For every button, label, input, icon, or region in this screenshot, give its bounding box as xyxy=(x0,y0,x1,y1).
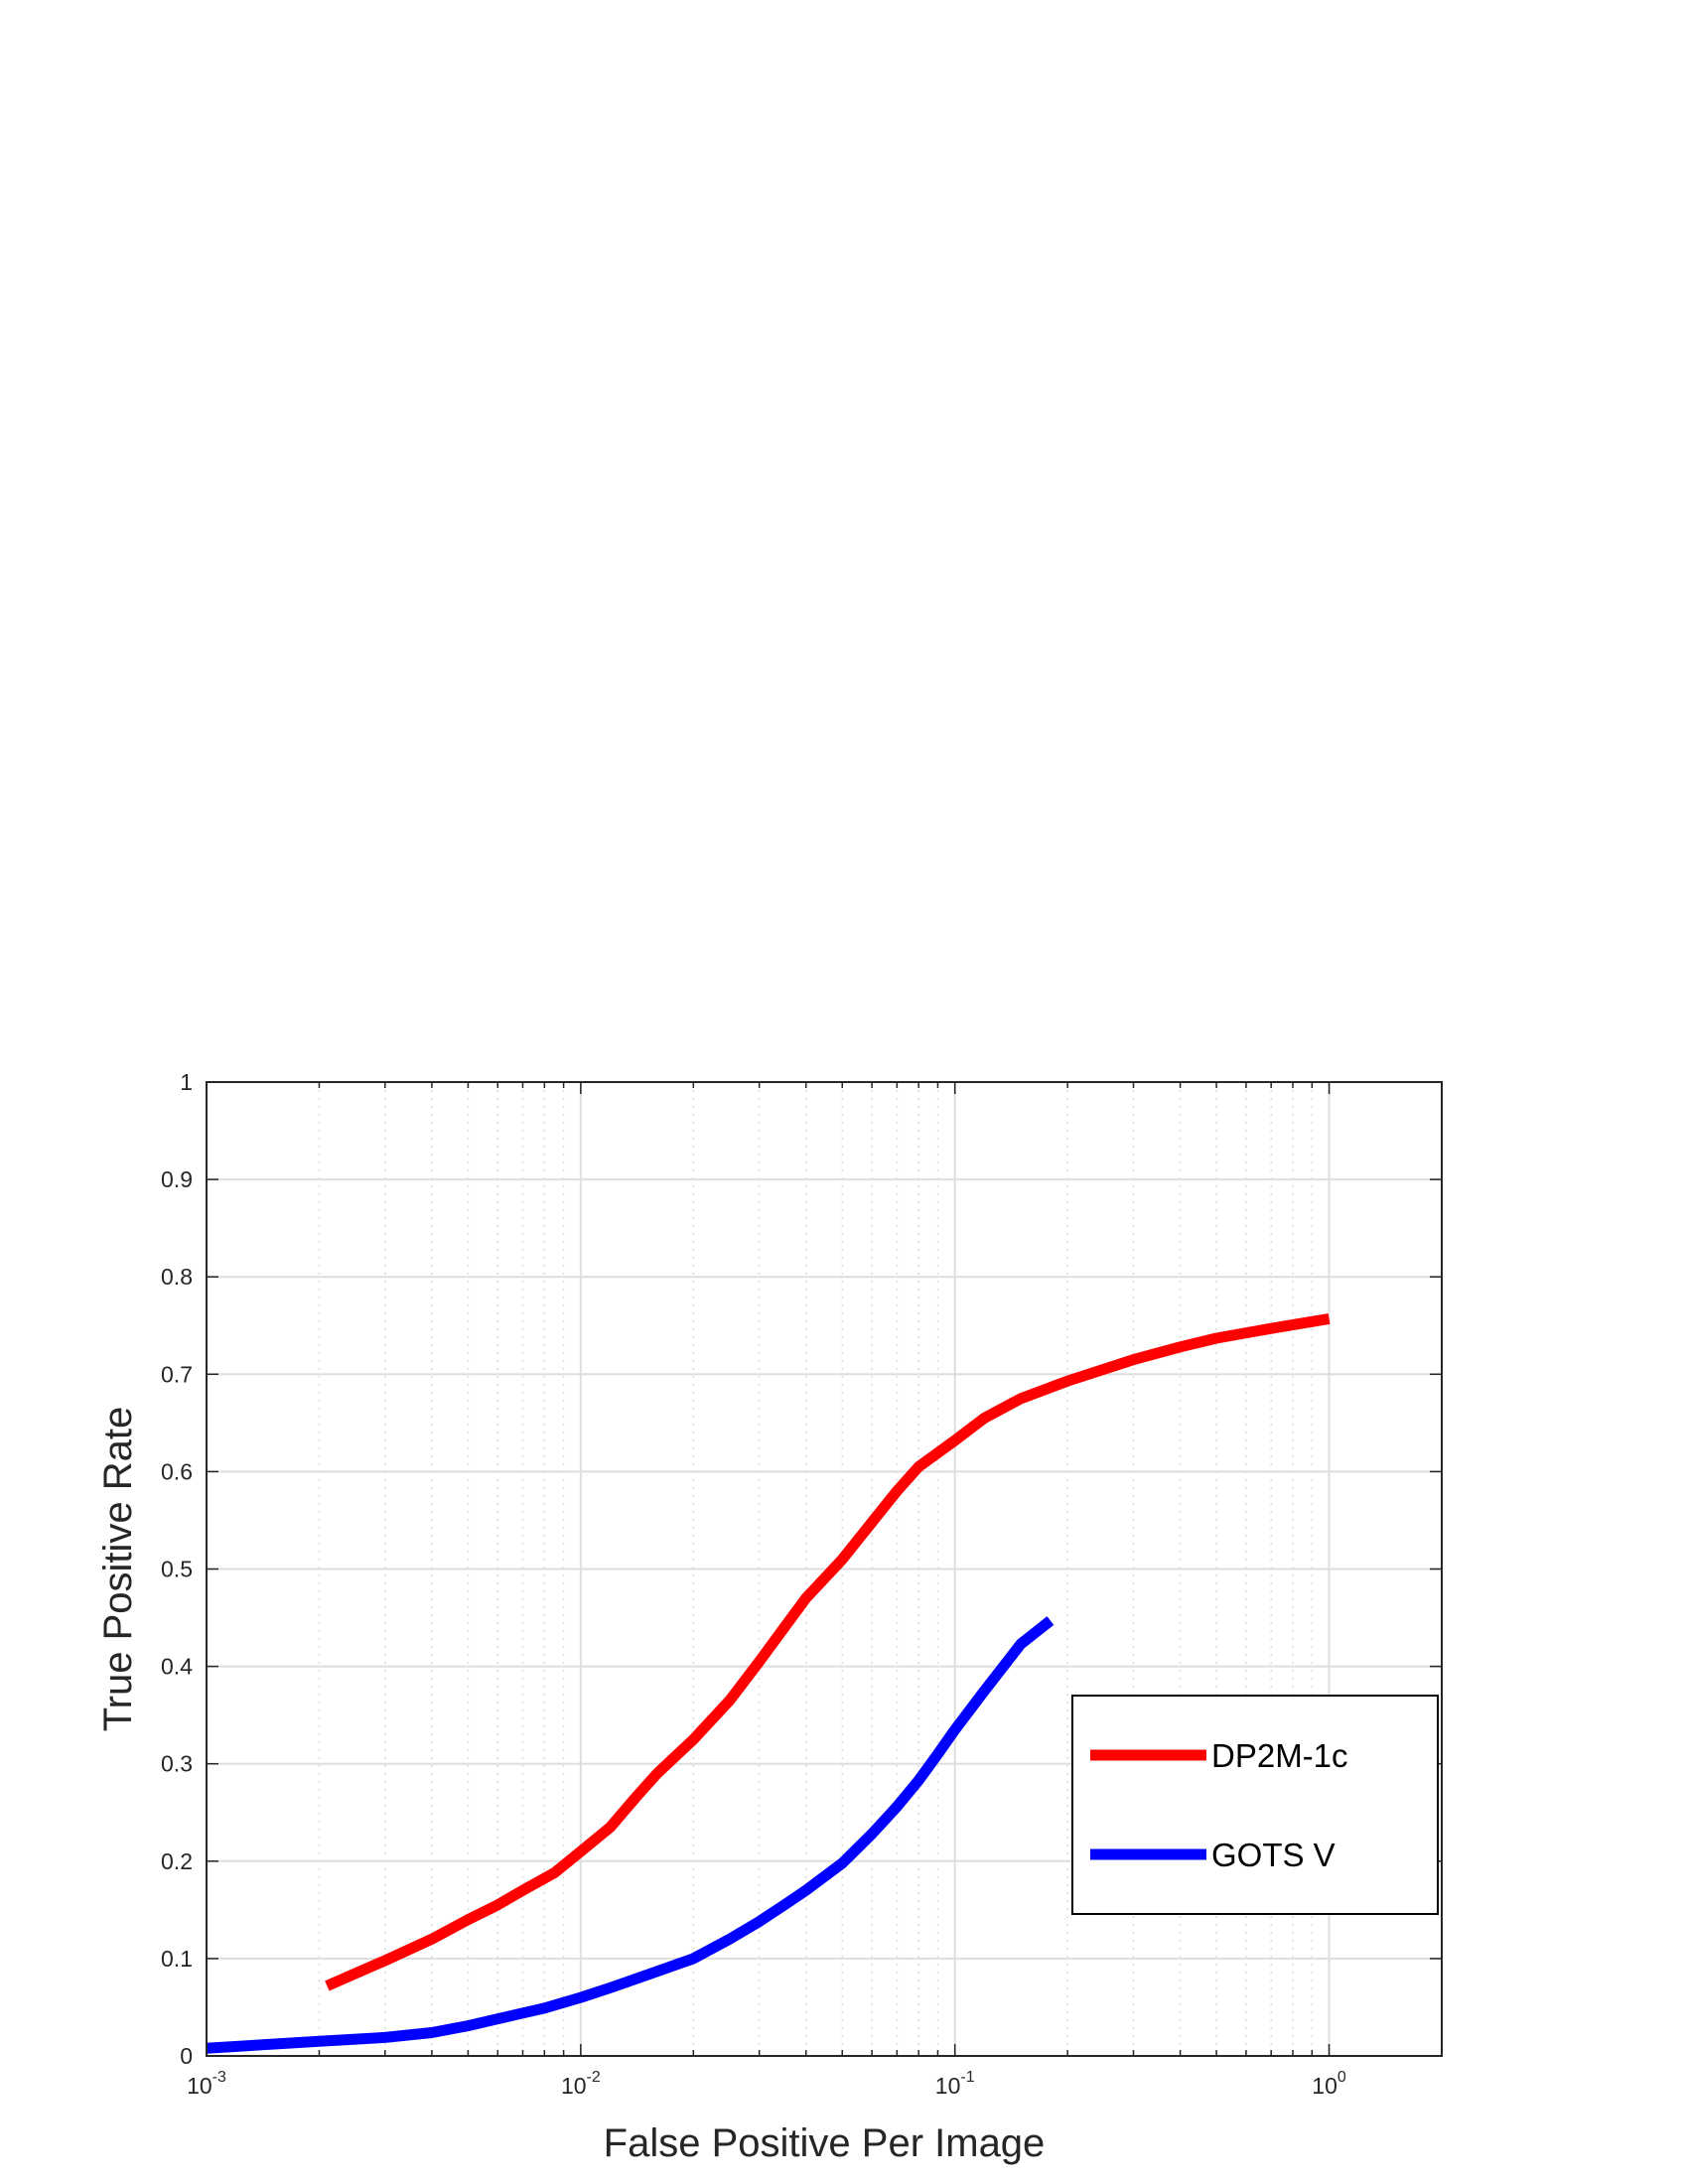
x-tick-labels: 10-3 10-2 10-1 100 xyxy=(187,2069,1346,2099)
x-axis-title: False Positive Per Image xyxy=(604,2121,1046,2165)
y-axis-title: True Positive Rate xyxy=(96,1407,140,1732)
axis-ticks xyxy=(206,1081,1443,2057)
series-line-gots-v xyxy=(206,1616,1055,2054)
y-tick-label: 0.1 xyxy=(161,1946,193,1972)
y-tick-label: 0.9 xyxy=(161,1166,193,1192)
legend-label-gots-v: GOTS V xyxy=(1211,1837,1336,1873)
legend: DP2M-1c GOTS V xyxy=(1071,1695,1439,1915)
x-tick-label: 10-1 xyxy=(935,2069,975,2099)
legend-box xyxy=(1071,1695,1439,1915)
y-tick-label: 1 xyxy=(180,1069,193,1095)
x-tick-label: 100 xyxy=(1312,2069,1346,2099)
y-tick-label: 0.7 xyxy=(161,1361,193,1387)
y-tick-label: 0 xyxy=(180,2043,193,2069)
series-lines xyxy=(206,1312,1331,2054)
y-tick-label: 0.8 xyxy=(161,1264,193,1290)
y-tick-label: 0.3 xyxy=(161,1751,193,1777)
y-tick-labels: 0 0.1 0.2 0.3 0.4 0.5 0.6 0.7 0.8 0.9 1 xyxy=(161,1069,193,2069)
x-tick-label: 10-2 xyxy=(561,2069,601,2099)
legend-label-dp2m-1c: DP2M-1c xyxy=(1211,1737,1348,1774)
series-line-dp2m-1c xyxy=(325,1312,1331,1991)
y-tick-label: 0.2 xyxy=(161,1848,193,1874)
x-tick-label: 10-3 xyxy=(187,2069,226,2099)
y-tick-label: 0.4 xyxy=(161,1654,193,1680)
y-tick-label: 0.5 xyxy=(161,1557,193,1582)
y-tick-label: 0.6 xyxy=(161,1458,193,1484)
